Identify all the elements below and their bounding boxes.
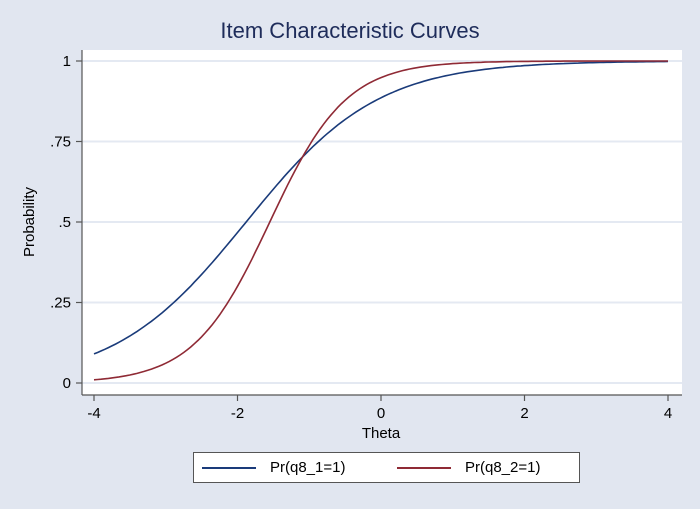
y-ticks: 0 .25 .5 .75 1 (50, 53, 82, 392)
x-axis-label: Theta (362, 425, 401, 442)
legend-label-q8-2: Pr(q8_2=1) (465, 459, 541, 476)
series-line-1 (93, 60, 669, 355)
y-tick-label: .5 (58, 214, 71, 231)
legend-item-q8-2: Pr(q8_2=1) (397, 459, 540, 476)
y-tick-label: 1 (63, 53, 71, 70)
x-tick-label: -2 (231, 405, 244, 422)
legend-item-q8-1: Pr(q8_1=1) (202, 459, 345, 476)
series-lines (93, 60, 669, 381)
y-tick-label: 0 (63, 375, 71, 392)
y-tick-label: .25 (50, 295, 71, 312)
x-tick-label: 2 (520, 405, 528, 422)
x-tick-label: 0 (377, 405, 385, 422)
legend-swatch-q8-1 (202, 466, 256, 469)
x-tick-label: -4 (87, 405, 100, 422)
legend-label-q8-1: Pr(q8_1=1) (270, 459, 346, 476)
series-line-2 (93, 60, 668, 381)
x-tick-label: 4 (664, 405, 672, 422)
legend: Pr(q8_1=1) Pr(q8_2=1) (193, 452, 580, 483)
legend-swatch-q8-2 (397, 466, 451, 469)
chart-title: Item Characteristic Curves (220, 18, 480, 43)
x-ticks: -4 -2 0 2 4 (87, 395, 672, 422)
y-axis-label: Probability (21, 186, 38, 257)
y-tick-label: .75 (50, 134, 71, 151)
